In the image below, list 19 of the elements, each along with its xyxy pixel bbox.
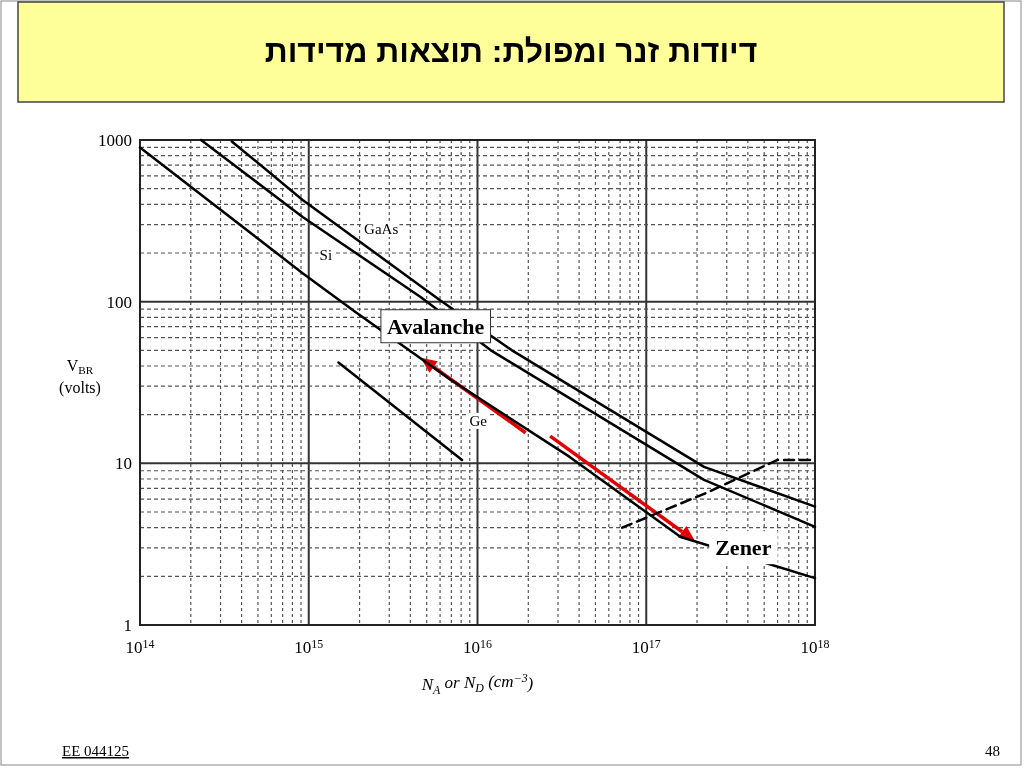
series-label: Si xyxy=(319,246,333,263)
x-tick-label: 10$^{17}$ xyxy=(631,636,661,657)
x-tick-label: 10$^{14}$ xyxy=(125,636,155,657)
text: EE 044125 xyxy=(62,743,130,759)
annotation: Zener xyxy=(715,535,772,561)
series-label: GaAs xyxy=(364,220,399,237)
y-tick-label: 1 xyxy=(123,616,132,635)
y-axis-title: V$_{BR}$ (volts) xyxy=(59,356,101,397)
y-tick-label: 100 xyxy=(106,292,132,312)
x-axis-title: N$_{A}$ or N$_{D}$ (cm$^{−3}$) xyxy=(420,670,534,697)
annotation: Avalanche xyxy=(386,313,485,339)
chart-title: דיודות זנר ומפולת: תוצאות מדידות xyxy=(264,33,758,69)
y-tick-label: 1000 xyxy=(98,131,132,150)
y-tick-label: 10 xyxy=(115,454,132,474)
series-label: Ge xyxy=(469,412,488,429)
x-tick-label: 10$^{15}$ xyxy=(294,636,324,657)
x-tick-label: 10$^{18}$ xyxy=(800,636,830,657)
text: 48 xyxy=(985,743,1000,759)
x-tick-label: 10$^{16}$ xyxy=(463,636,492,657)
